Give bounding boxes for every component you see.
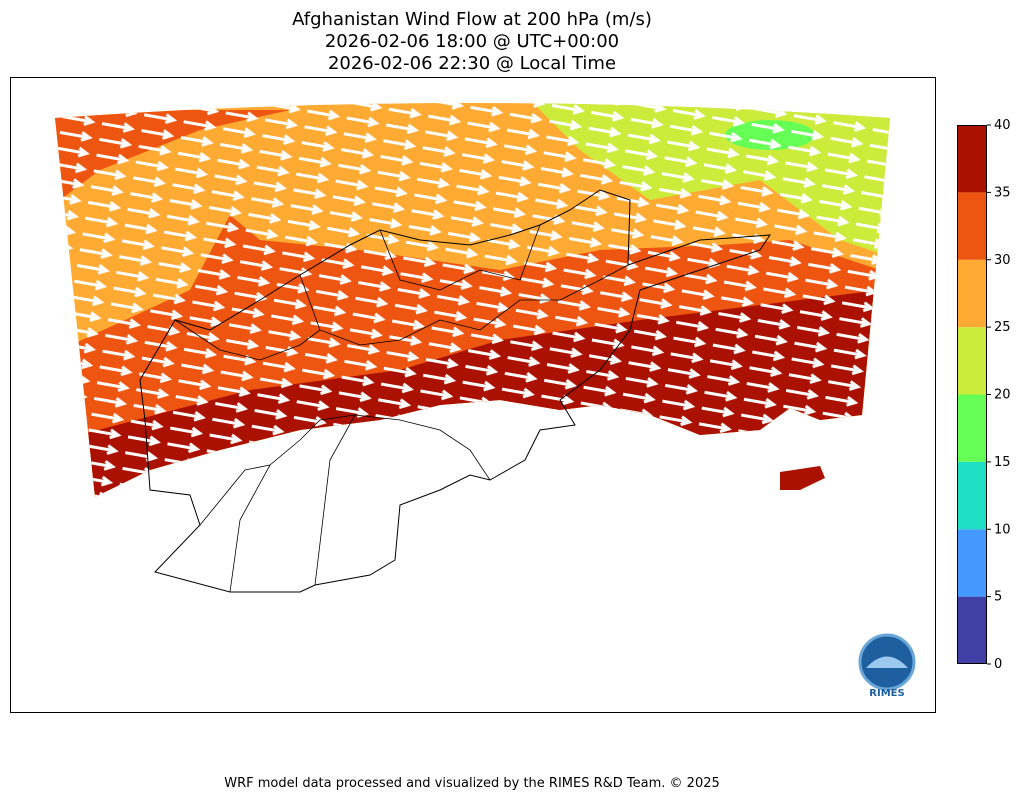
colorbar: 0 5 10 15 20 25 30 35 40 [957, 118, 1011, 672]
colorbar-segment [957, 596, 987, 664]
colorbar-tick-label: 10 [994, 522, 1011, 537]
wind-patch [780, 466, 825, 490]
colorbar-tick-label: 0 [994, 657, 1002, 672]
title-line: Afghanistan Wind Flow at 200 hPa (m/s) [292, 9, 652, 30]
colorbar-segment [957, 394, 987, 462]
colorbar-segment [957, 125, 987, 193]
colorbar-tick-label: 40 [994, 118, 1011, 133]
logo: RIMES [858, 633, 916, 699]
colorbar-frame [957, 125, 987, 664]
colorbar-tick-label: 35 [994, 185, 1011, 200]
colorbar-segment [957, 461, 987, 530]
colorbar-segment [957, 529, 987, 597]
footer: WRF model data processed and visualized … [224, 776, 720, 791]
colorbar-segment [957, 192, 987, 260]
colorbar-tick-label: 30 [994, 253, 1011, 268]
colorbar-tick-label: 25 [994, 320, 1011, 335]
title: Afghanistan Wind Flow at 200 hPa (m/s) 2… [292, 9, 652, 74]
colorbar-tick-label: 15 [994, 455, 1011, 470]
colorbar-tick-label: 5 [994, 590, 1002, 605]
colorbar-segment [957, 327, 987, 395]
logo-text: RIMES [869, 688, 904, 699]
title-line: 2026-02-06 18:00 @ UTC+00:00 [325, 31, 619, 52]
colorbar-segment [957, 259, 987, 328]
colorbar-tick-label: 20 [994, 388, 1011, 403]
country-borders [139, 189, 771, 593]
title-line: 2026-02-06 22:30 @ Local Time [328, 53, 616, 74]
province-borders [174, 224, 629, 593]
